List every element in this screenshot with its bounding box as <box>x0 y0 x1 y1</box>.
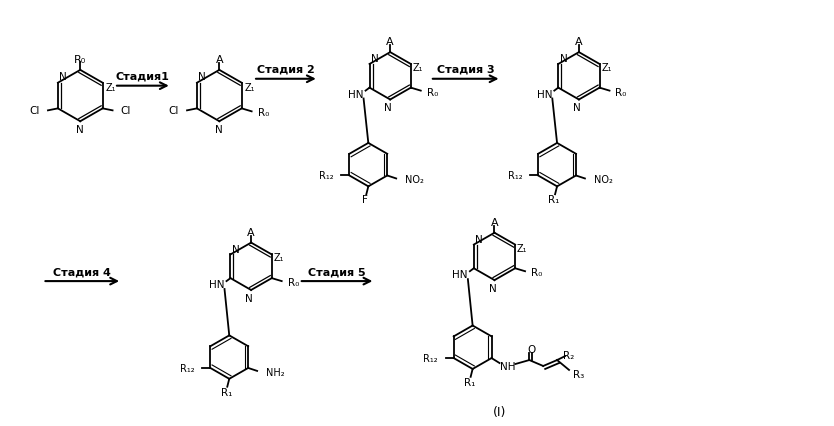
Text: R₁₂: R₁₂ <box>180 363 194 373</box>
Text: Z₁: Z₁ <box>105 83 116 92</box>
Text: R₀: R₀ <box>74 55 87 65</box>
Text: Стадия 3: Стадия 3 <box>437 65 495 75</box>
Text: A: A <box>490 217 498 227</box>
Text: R₁: R₁ <box>464 377 475 387</box>
Text: Z₁: Z₁ <box>244 83 255 92</box>
Text: Стадия 2: Стадия 2 <box>257 65 314 75</box>
Text: Z₁: Z₁ <box>274 253 284 263</box>
Text: Z₁: Z₁ <box>601 63 612 73</box>
Text: A: A <box>386 37 394 47</box>
Text: Cl: Cl <box>120 106 131 116</box>
Text: NO₂: NO₂ <box>594 175 613 185</box>
Text: R₀: R₀ <box>288 277 299 288</box>
Text: R₀: R₀ <box>531 268 542 278</box>
Text: N: N <box>573 103 580 113</box>
Text: A: A <box>215 55 224 65</box>
Text: A: A <box>248 227 255 237</box>
Text: NO₂: NO₂ <box>405 175 424 185</box>
Text: N: N <box>198 72 206 82</box>
Text: N: N <box>560 54 567 64</box>
Text: R₁₂: R₁₂ <box>319 171 334 181</box>
Text: HN: HN <box>452 270 468 279</box>
Text: N: N <box>77 125 84 135</box>
Text: N: N <box>489 283 496 294</box>
Text: R₁: R₁ <box>220 387 232 397</box>
Text: N: N <box>384 103 392 113</box>
Text: NH₂: NH₂ <box>266 367 284 377</box>
Text: Стадия 4: Стадия 4 <box>53 267 111 276</box>
Text: Cl: Cl <box>168 106 179 116</box>
Text: R₀: R₀ <box>258 108 269 118</box>
Text: R₃: R₃ <box>573 369 585 379</box>
Text: R₂: R₂ <box>564 350 575 360</box>
Text: Z₁: Z₁ <box>517 243 527 253</box>
Text: Стадия1: Стадия1 <box>116 72 170 82</box>
Text: N: N <box>215 125 224 135</box>
Text: R₁₂: R₁₂ <box>508 171 522 181</box>
Text: N: N <box>59 72 67 82</box>
Text: R₀: R₀ <box>615 87 627 98</box>
Text: R₁: R₁ <box>549 195 560 205</box>
Text: N: N <box>475 234 483 244</box>
Text: Z₁: Z₁ <box>413 63 423 73</box>
Text: HN: HN <box>536 89 552 99</box>
Text: R₀: R₀ <box>427 87 438 98</box>
Text: O: O <box>527 344 535 354</box>
Text: N: N <box>245 293 253 303</box>
Text: HN: HN <box>208 279 224 289</box>
Text: Cl: Cl <box>30 106 40 116</box>
Text: HN: HN <box>348 89 364 99</box>
Text: F: F <box>363 195 369 205</box>
Text: A: A <box>575 37 583 47</box>
Text: NH: NH <box>500 361 515 371</box>
Text: N: N <box>232 244 239 254</box>
Text: Стадия 5: Стадия 5 <box>309 267 366 276</box>
Text: R₁₂: R₁₂ <box>423 353 438 363</box>
Text: N: N <box>371 54 379 64</box>
Text: (I): (I) <box>493 405 506 418</box>
